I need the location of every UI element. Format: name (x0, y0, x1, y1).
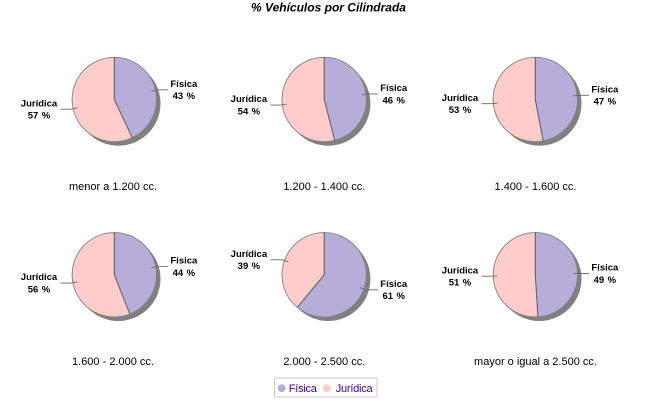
svg-text:56 %: 56 % (28, 285, 51, 296)
svg-text:53 %: 53 % (449, 105, 472, 116)
svg-text:Jurídica: Jurídica (231, 94, 268, 105)
svg-text:Física: Física (170, 79, 198, 90)
svg-text:54 %: 54 % (238, 106, 261, 117)
svg-text:39 %: 39 % (238, 261, 261, 272)
svg-text:44 %: 44 % (173, 268, 196, 279)
svg-text:49 %: 49 % (594, 275, 617, 286)
svg-text:1.200 - 1.400 cc.: 1.200 - 1.400 cc. (283, 181, 365, 193)
svg-text:2.000 - 2.500 cc.: 2.000 - 2.500 cc. (283, 356, 365, 368)
svg-text:43 %: 43 % (173, 91, 196, 102)
svg-text:Física: Física (289, 383, 318, 395)
svg-text:1.400 - 1.600 cc.: 1.400 - 1.600 cc. (495, 181, 577, 193)
svg-text:Física: Física (380, 83, 408, 94)
svg-text:Física: Física (591, 84, 619, 95)
svg-text:47 %: 47 % (594, 97, 617, 108)
svg-text:Jurídica: Jurídica (21, 272, 58, 283)
svg-text:Jurídica: Jurídica (336, 383, 374, 395)
svg-text:Jurídica: Jurídica (21, 98, 58, 109)
svg-text:51 %: 51 % (449, 278, 472, 289)
svg-text:Jurídica: Jurídica (442, 93, 479, 104)
svg-text:57 %: 57 % (28, 111, 51, 122)
svg-text:Jurídica: Jurídica (442, 265, 479, 276)
svg-text:61 %: 61 % (383, 291, 406, 302)
svg-text:46 %: 46 % (383, 95, 406, 106)
svg-text:Física: Física (591, 263, 619, 274)
svg-text:mayor o igual a 2.500 cc.: mayor o igual a 2.500 cc. (474, 356, 597, 368)
svg-text:Física: Física (380, 279, 408, 290)
svg-text:menor a 1.200 cc.: menor a 1.200 cc. (69, 181, 157, 193)
svg-text:Jurídica: Jurídica (231, 249, 268, 260)
svg-text:Física: Física (170, 256, 198, 267)
svg-text:1.600 - 2.000 cc.: 1.600 - 2.000 cc. (72, 356, 154, 368)
svg-text:% Vehículos por Cilindrada: % Vehículos por Cilindrada (251, 0, 406, 14)
